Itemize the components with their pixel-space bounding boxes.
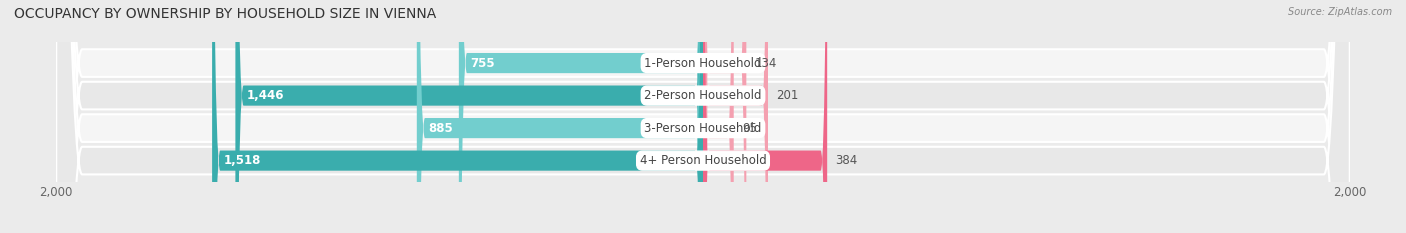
- FancyBboxPatch shape: [703, 0, 827, 233]
- Text: 384: 384: [835, 154, 858, 167]
- Text: OCCUPANCY BY OWNERSHIP BY HOUSEHOLD SIZE IN VIENNA: OCCUPANCY BY OWNERSHIP BY HOUSEHOLD SIZE…: [14, 7, 436, 21]
- FancyBboxPatch shape: [458, 0, 703, 233]
- FancyBboxPatch shape: [235, 0, 703, 233]
- FancyBboxPatch shape: [416, 0, 703, 233]
- Text: 3-Person Household: 3-Person Household: [644, 122, 762, 135]
- Text: 755: 755: [470, 57, 495, 70]
- FancyBboxPatch shape: [212, 0, 703, 233]
- Text: 134: 134: [755, 57, 776, 70]
- Text: 2-Person Household: 2-Person Household: [644, 89, 762, 102]
- FancyBboxPatch shape: [703, 0, 734, 233]
- FancyBboxPatch shape: [56, 0, 1350, 233]
- FancyBboxPatch shape: [56, 0, 1350, 233]
- Text: 1,518: 1,518: [224, 154, 260, 167]
- Text: 1,446: 1,446: [246, 89, 284, 102]
- Text: 1-Person Household: 1-Person Household: [644, 57, 762, 70]
- Text: 201: 201: [776, 89, 799, 102]
- FancyBboxPatch shape: [56, 0, 1350, 233]
- Text: 885: 885: [429, 122, 453, 135]
- FancyBboxPatch shape: [703, 0, 747, 233]
- Text: 95: 95: [742, 122, 756, 135]
- Text: Source: ZipAtlas.com: Source: ZipAtlas.com: [1288, 7, 1392, 17]
- FancyBboxPatch shape: [703, 0, 768, 233]
- Text: 4+ Person Household: 4+ Person Household: [640, 154, 766, 167]
- FancyBboxPatch shape: [56, 0, 1350, 233]
